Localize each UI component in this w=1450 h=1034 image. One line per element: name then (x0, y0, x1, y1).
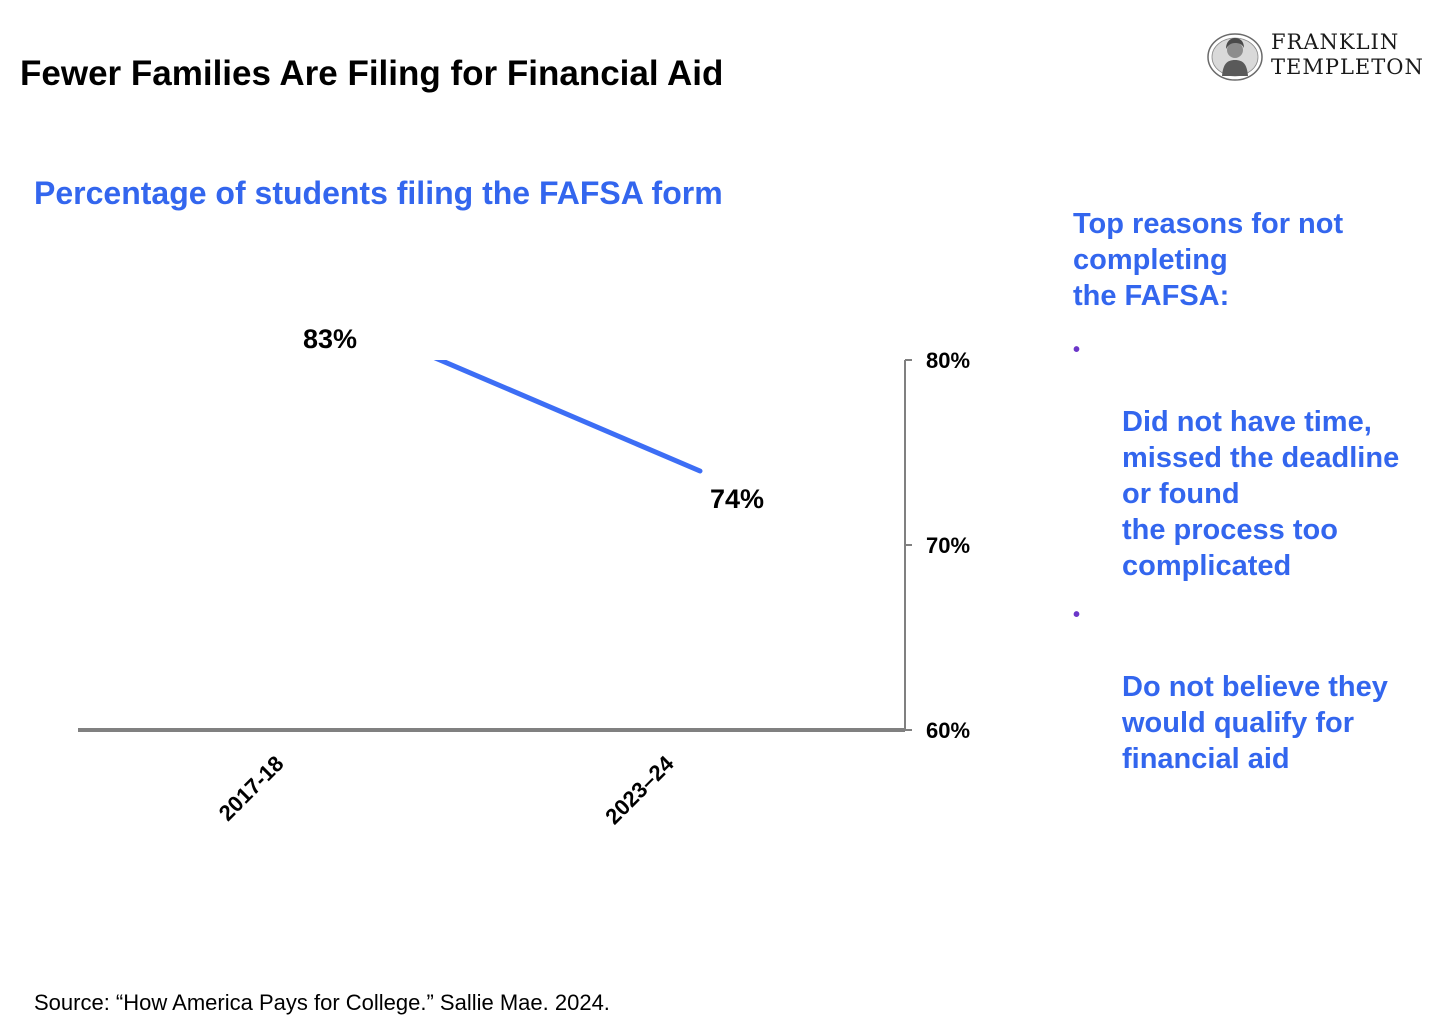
fafsa-line-chart: 60% 70% 80% 2017-18 2023–24 83% 74% (78, 324, 970, 829)
x-tick-label: 2023–24 (600, 750, 679, 829)
source-note: Source: “How America Pays for College.” … (34, 990, 610, 1015)
y-tick-label: 60% (926, 718, 970, 743)
series-line (433, 360, 703, 474)
franklin-seal-icon (1207, 33, 1263, 81)
page-title: Fewer Families Are Filing for Financial … (20, 54, 724, 93)
logo-line-2: TEMPLETON (1271, 55, 1424, 79)
x-tick-label: 2017-18 (214, 751, 289, 826)
data-label: 74% (710, 484, 764, 514)
y-tick-label: 80% (926, 348, 970, 373)
reason-item: • Do not believe they would qualify for … (1073, 597, 1433, 777)
logo-line-1: FRANKLIN (1271, 30, 1400, 54)
data-label: 83% (303, 324, 357, 354)
chart-title: Percentage of students filing the FAFSA … (34, 175, 723, 211)
franklin-templeton-logo: FRANKLIN TEMPLETON (1205, 30, 1445, 84)
reason-item: • Did not have time, missed the deadline… (1073, 332, 1433, 584)
reasons-list: • Did not have time, missed the deadline… (1073, 332, 1433, 777)
reasons-heading: Top reasons for not completing the FAFSA… (1073, 208, 1344, 312)
reason-text: Do not believe they would qualify for fi… (1122, 671, 1388, 775)
bullet-icon: • (1073, 339, 1081, 361)
reason-text: Did not have time, missed the deadline o… (1122, 406, 1400, 582)
reasons-panel: Top reasons for not completing the FAFSA… (1073, 206, 1433, 790)
y-tick-label: 70% (926, 533, 970, 558)
bullet-icon: • (1073, 604, 1081, 626)
